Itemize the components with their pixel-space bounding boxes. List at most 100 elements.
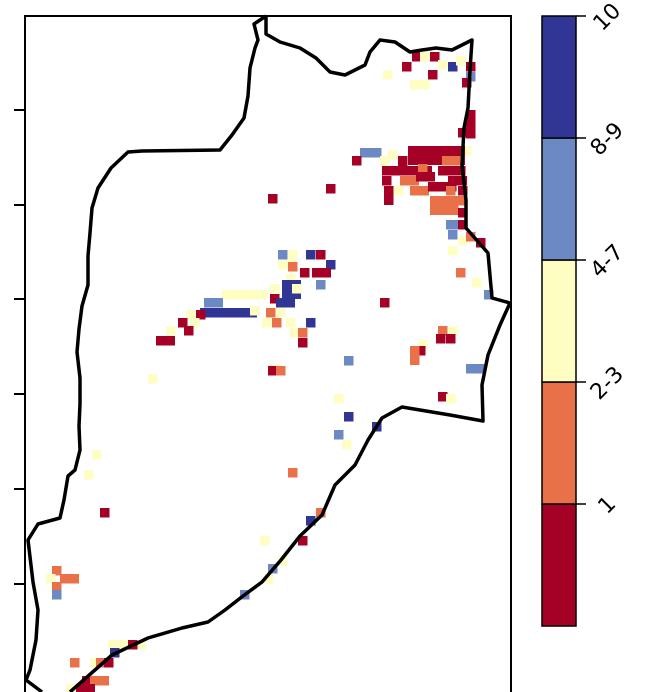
raster-cell bbox=[466, 110, 476, 139]
raster-cell bbox=[456, 196, 466, 206]
raster-cell bbox=[156, 336, 175, 346]
raster-cell bbox=[52, 590, 62, 600]
raster-cell bbox=[288, 262, 298, 272]
legend-swatch-4-7 bbox=[541, 259, 577, 383]
raster-cell bbox=[258, 290, 268, 300]
raster-cell bbox=[446, 186, 456, 196]
raster-cell bbox=[448, 230, 458, 240]
raster-cell bbox=[380, 298, 390, 308]
raster-cell bbox=[268, 366, 278, 376]
raster-cell bbox=[222, 290, 260, 300]
raster-cell bbox=[300, 268, 310, 278]
raster-cell bbox=[380, 156, 390, 166]
raster-cell bbox=[100, 508, 110, 518]
raster-cell bbox=[268, 194, 278, 204]
raster-cell bbox=[438, 166, 457, 176]
raster-cell bbox=[278, 556, 288, 566]
raster-cell bbox=[178, 318, 188, 328]
raster-cells bbox=[46, 52, 494, 692]
raster-cell bbox=[446, 220, 465, 230]
raster-cell bbox=[190, 318, 200, 328]
raster-cell bbox=[76, 684, 95, 692]
raster-cell bbox=[418, 340, 428, 350]
map-panel bbox=[14, 14, 512, 692]
left-axis-ticks bbox=[14, 109, 25, 585]
raster-cell bbox=[466, 364, 485, 374]
raster-cell bbox=[316, 508, 326, 518]
raster-cell bbox=[383, 70, 393, 80]
legend-swatch-10 bbox=[541, 15, 577, 139]
raster-cell bbox=[416, 346, 426, 356]
raster-cell bbox=[410, 346, 420, 365]
raster-cell bbox=[428, 70, 438, 80]
legend-swatch-8-9 bbox=[541, 137, 577, 261]
raster-cell bbox=[448, 176, 467, 186]
raster-cell bbox=[456, 268, 466, 278]
raster-cell bbox=[430, 52, 440, 62]
raster-cell bbox=[448, 326, 458, 336]
raster-cell bbox=[458, 186, 468, 196]
raster-cell bbox=[82, 676, 92, 686]
legend-label: 4-7 bbox=[586, 240, 629, 283]
raster-cell bbox=[316, 250, 326, 260]
raster-cell bbox=[400, 176, 419, 186]
raster-cell bbox=[264, 574, 274, 584]
raster-cell bbox=[70, 658, 80, 668]
raster-cell bbox=[456, 56, 466, 66]
map-frame bbox=[24, 15, 512, 692]
raster-cell bbox=[312, 268, 331, 278]
raster-cell bbox=[360, 148, 379, 158]
legend-swatch-1 bbox=[541, 503, 577, 627]
raster-cell bbox=[446, 334, 456, 344]
raster-cell bbox=[288, 250, 298, 260]
raster-cell bbox=[52, 566, 62, 576]
legend-label: 10 bbox=[589, 0, 626, 36]
legend-panel: 1 2-3 4-7 8-9 10 bbox=[530, 0, 658, 692]
raster-cell bbox=[108, 640, 146, 650]
raster-cell bbox=[326, 260, 336, 270]
raster-cell bbox=[442, 156, 461, 166]
raster-cell bbox=[462, 146, 472, 156]
raster-cell bbox=[372, 148, 382, 158]
raster-cell bbox=[298, 328, 308, 338]
raster-cell bbox=[428, 182, 457, 192]
raster-cell bbox=[90, 676, 109, 686]
raster-cell bbox=[436, 334, 446, 344]
raster-cell bbox=[472, 278, 482, 288]
raster-cell bbox=[394, 166, 432, 176]
raster-cell bbox=[306, 516, 316, 526]
raster-cell bbox=[342, 440, 352, 450]
raster-cell bbox=[438, 392, 448, 402]
raster-cell bbox=[204, 298, 223, 308]
legend-ticks bbox=[576, 15, 586, 505]
raster-cell bbox=[52, 582, 62, 592]
raster-cell bbox=[276, 308, 286, 318]
raster-cell bbox=[276, 298, 295, 308]
raster-cell bbox=[270, 284, 280, 294]
raster-cell bbox=[458, 236, 468, 246]
raster-cell bbox=[462, 78, 472, 88]
raster-cell bbox=[382, 166, 401, 176]
raster-cell bbox=[410, 186, 429, 196]
raster-cell bbox=[166, 326, 176, 336]
raster-cell bbox=[420, 52, 430, 62]
raster-cell bbox=[412, 52, 422, 62]
raster-cell bbox=[456, 166, 466, 176]
raster-cell bbox=[334, 394, 344, 404]
raster-cell bbox=[458, 208, 468, 218]
legend-swatch-2-3 bbox=[541, 381, 577, 505]
raster-cell bbox=[260, 536, 270, 546]
raster-cell bbox=[430, 196, 459, 215]
raster-cell bbox=[416, 172, 435, 182]
raster-cell bbox=[276, 366, 286, 376]
region-boundary bbox=[24, 14, 512, 692]
raster-cell bbox=[334, 430, 344, 440]
raster-cell bbox=[398, 156, 408, 175]
raster-cell bbox=[266, 308, 276, 318]
raster-cell bbox=[384, 186, 394, 205]
raster-cell bbox=[196, 310, 206, 320]
raster-cell bbox=[250, 306, 260, 316]
raster-cell bbox=[184, 326, 194, 336]
raster-cell bbox=[270, 294, 280, 304]
raster-cell bbox=[148, 374, 158, 384]
